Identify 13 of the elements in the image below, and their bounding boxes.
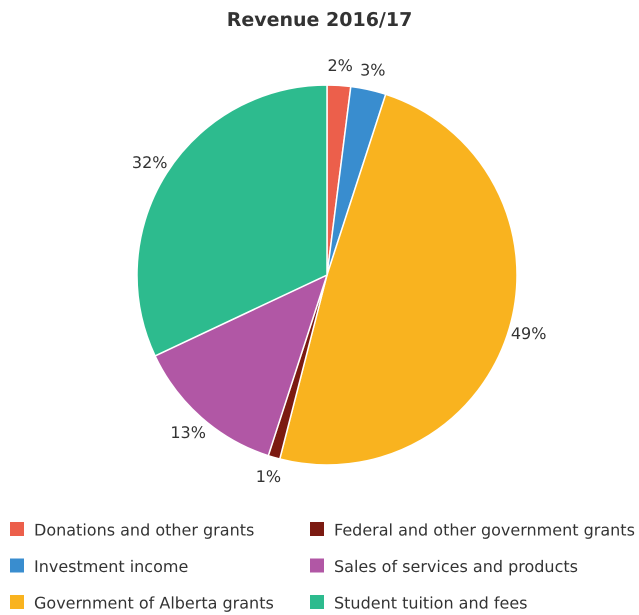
data-label: 2% [327,56,353,75]
legend-label: Investment income [34,557,188,576]
legend-label: Federal and other government grants [334,520,635,540]
legend-label: Government of Alberta grants [34,594,274,612]
data-label: 3% [360,60,386,80]
chart-title: Revenue 2016/17 [226,9,412,31]
legend-label: Sales of services and products [334,557,578,576]
legend-label: Student tuition and fees [334,594,528,612]
data-label: 49% [510,324,546,344]
data-label: 1% [256,467,282,486]
legend-label: Donations and other grants [34,520,254,540]
data-label: 32% [132,152,168,172]
data-label: 13% [170,423,206,442]
